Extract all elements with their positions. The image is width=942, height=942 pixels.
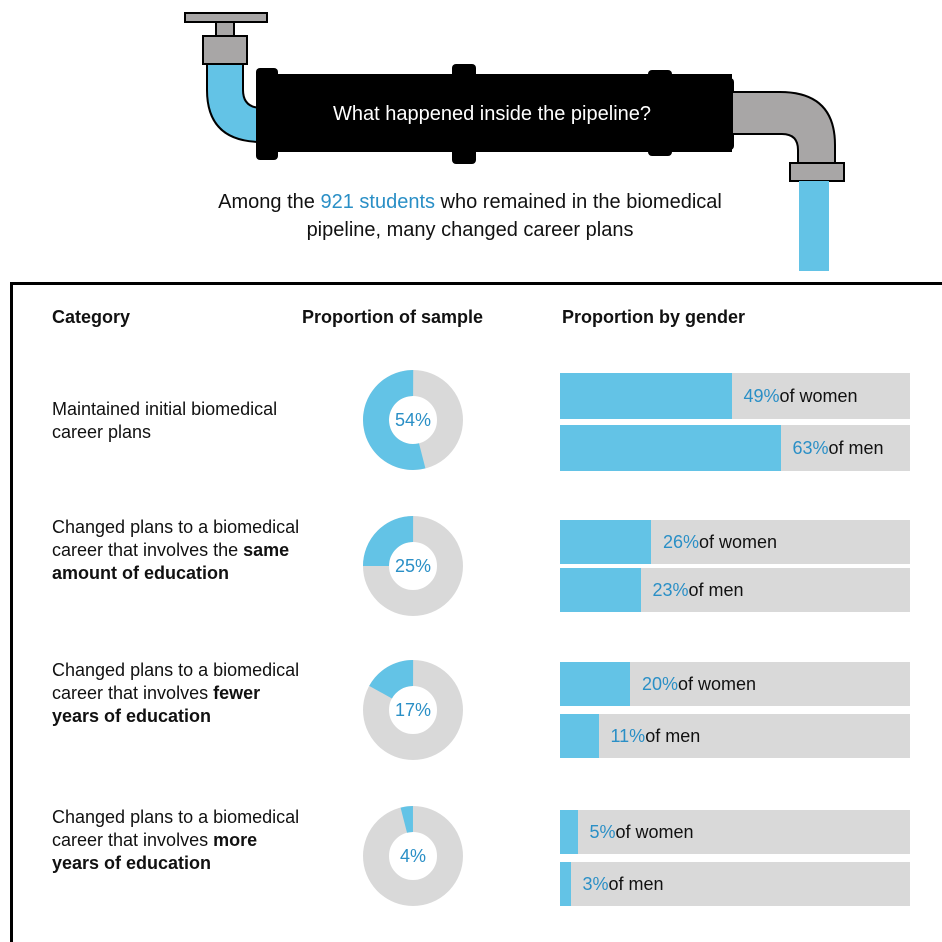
- category-emphasis: fewer years of education: [52, 683, 261, 726]
- donut-slice: [363, 660, 463, 760]
- women-pct: 5%: [589, 821, 616, 842]
- sample-donut: [363, 806, 463, 906]
- donut-value-label: 17%: [394, 700, 432, 720]
- women-bar-fill: [560, 520, 651, 564]
- sample-donut: [363, 370, 463, 470]
- donut-track: [363, 806, 463, 906]
- women-pct: 20%: [642, 673, 679, 694]
- women-bar-label: 5% of women: [590, 810, 694, 854]
- category-emphasis: same amount of education: [52, 540, 290, 583]
- category-text: Maintained initial biomedical career pla…: [52, 399, 278, 442]
- donut-slice: [363, 516, 463, 616]
- men-bar-fill: [560, 425, 781, 471]
- donut-value-label: 25%: [394, 556, 432, 576]
- women-bar: 20% of women: [560, 662, 910, 706]
- subtitle-highlight: 921 students: [320, 191, 435, 213]
- category-label: Maintained initial biomedical career pla…: [52, 398, 302, 444]
- pipe-flange-3: [496, 84, 520, 150]
- donut-value-label: 54%: [394, 410, 432, 430]
- pipe-flange-1: [256, 68, 278, 160]
- col-header-gender: Proportion by gender: [562, 307, 746, 327]
- women-bar: 5% of women: [560, 810, 910, 854]
- subtitle-post: who remained in the biomedical pipeline,…: [306, 191, 722, 241]
- men-bar: 23% of men: [560, 568, 910, 612]
- women-bar-label: 49% of women: [744, 373, 858, 419]
- men-bar: 3% of men: [560, 862, 910, 906]
- valve-body: [202, 35, 248, 65]
- men-bar: 11% of men: [560, 714, 910, 758]
- men-group-text: of men: [828, 437, 884, 458]
- men-bar-label: 3% of men: [583, 862, 664, 906]
- category-text: Changed plans to a biomedical career tha…: [52, 517, 300, 560]
- men-pct: 3%: [582, 873, 609, 894]
- women-bar-fill: [560, 810, 578, 854]
- men-bar-fill: [560, 862, 571, 906]
- category-label: Changed plans to a biomedical career tha…: [52, 806, 302, 875]
- women-pct: 49%: [743, 385, 780, 406]
- pipe-flange-2: [452, 64, 476, 164]
- banner-title: What happened inside the pipeline?: [332, 103, 652, 125]
- outlet-elbow: [731, 91, 836, 169]
- women-bar: 26% of women: [560, 520, 910, 564]
- men-group-text: of men: [645, 725, 701, 746]
- valve-stem: [215, 21, 235, 37]
- col-header-sample: Proportion of sample: [302, 307, 484, 327]
- valve-handle: [184, 12, 268, 23]
- men-bar-label: 63% of men: [793, 425, 884, 471]
- subtitle: Among the 921 students who remained in t…: [190, 188, 750, 244]
- women-group-text: of women: [678, 673, 757, 694]
- women-group-text: of women: [615, 821, 694, 842]
- women-group-text: of women: [699, 531, 778, 552]
- women-bar-fill: [560, 373, 732, 419]
- table-frame: [10, 282, 942, 942]
- women-pct: 26%: [663, 531, 700, 552]
- pipeline-illustration: [184, 12, 845, 271]
- men-bar-fill: [560, 714, 599, 758]
- women-bar-fill: [560, 662, 630, 706]
- subtitle-pre: Among the: [218, 191, 321, 213]
- pipe-flange-4: [648, 70, 672, 156]
- men-bar-fill: [560, 568, 641, 612]
- col-header-category: Category: [52, 307, 131, 327]
- category-label: Changed plans to a biomedical career tha…: [52, 516, 302, 585]
- category-label: Changed plans to a biomedical career tha…: [52, 659, 302, 728]
- category-emphasis: more years of education: [52, 830, 258, 873]
- category-text: Changed plans to a biomedical career tha…: [52, 660, 300, 703]
- women-group-text: of women: [779, 385, 858, 406]
- sample-donut: [363, 516, 463, 616]
- pipe-flange-5: [712, 78, 734, 150]
- women-bar-label: 20% of women: [642, 662, 756, 706]
- men-group-text: of men: [608, 873, 664, 894]
- women-bar: 49% of women: [560, 373, 910, 419]
- men-bar: 63% of men: [560, 425, 910, 471]
- category-text: Changed plans to a biomedical career tha…: [52, 807, 300, 850]
- donut-value-label: 4%: [399, 846, 426, 866]
- women-bar-label: 26% of women: [663, 520, 777, 564]
- men-pct: 63%: [792, 437, 829, 458]
- sample-donut: [363, 660, 463, 760]
- men-bar-label: 23% of men: [653, 568, 744, 612]
- inlet-elbow: [206, 63, 263, 144]
- donut-slice: [363, 370, 463, 470]
- water-stream: [799, 181, 829, 271]
- men-group-text: of men: [688, 579, 744, 600]
- men-bar-label: 11% of men: [611, 714, 701, 758]
- men-pct: 23%: [652, 579, 689, 600]
- outlet-cap: [789, 162, 845, 182]
- men-pct: 11%: [610, 725, 646, 746]
